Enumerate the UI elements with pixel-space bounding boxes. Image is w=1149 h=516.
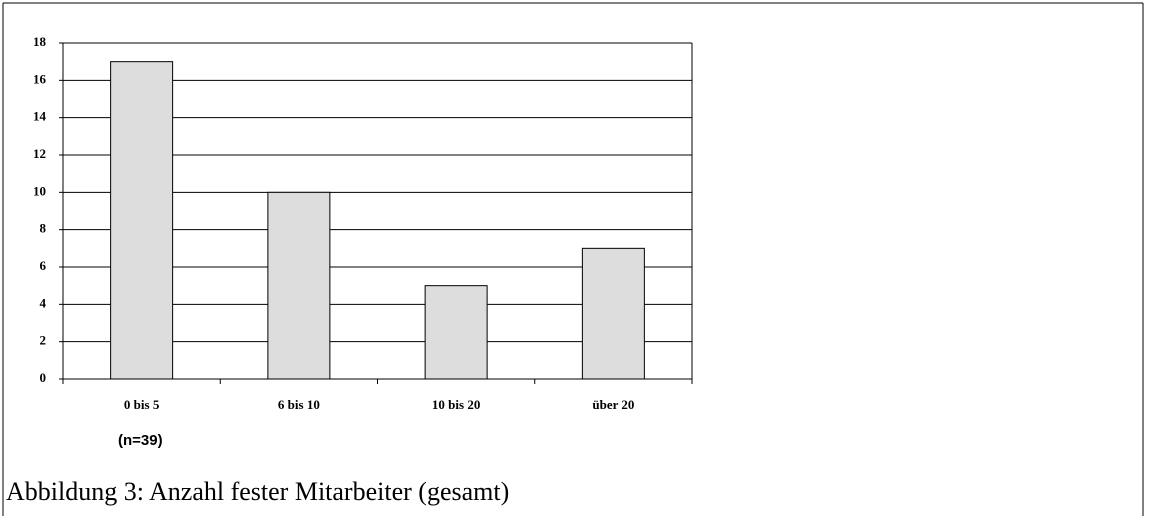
x-tick-label: 0 bis 5 (124, 397, 160, 412)
x-tick-label: 10 bis 20 (432, 397, 480, 412)
x-tick-label: über 20 (592, 397, 634, 412)
y-tick-label: 8 (40, 221, 47, 236)
x-tick-label: 6 bis 10 (278, 397, 320, 412)
annotation: (n=39) (118, 432, 163, 449)
y-tick-label: 14 (33, 109, 47, 124)
y-tick-label: 12 (33, 146, 46, 161)
y-tick-label: 0 (40, 370, 47, 385)
caption: Abbildung 3: Anzahl fester Mitarbeiter (… (6, 477, 509, 506)
y-tick-label: 10 (33, 183, 46, 198)
y-tick-label: 6 (40, 258, 47, 273)
y-tick-label: 4 (40, 295, 47, 310)
bar (110, 61, 174, 380)
bar (581, 247, 645, 380)
bar (267, 191, 331, 380)
bar (424, 285, 488, 380)
y-tick-label: 18 (33, 34, 47, 49)
y-tick-label: 2 (40, 333, 47, 348)
y-tick-label: 16 (33, 71, 47, 86)
